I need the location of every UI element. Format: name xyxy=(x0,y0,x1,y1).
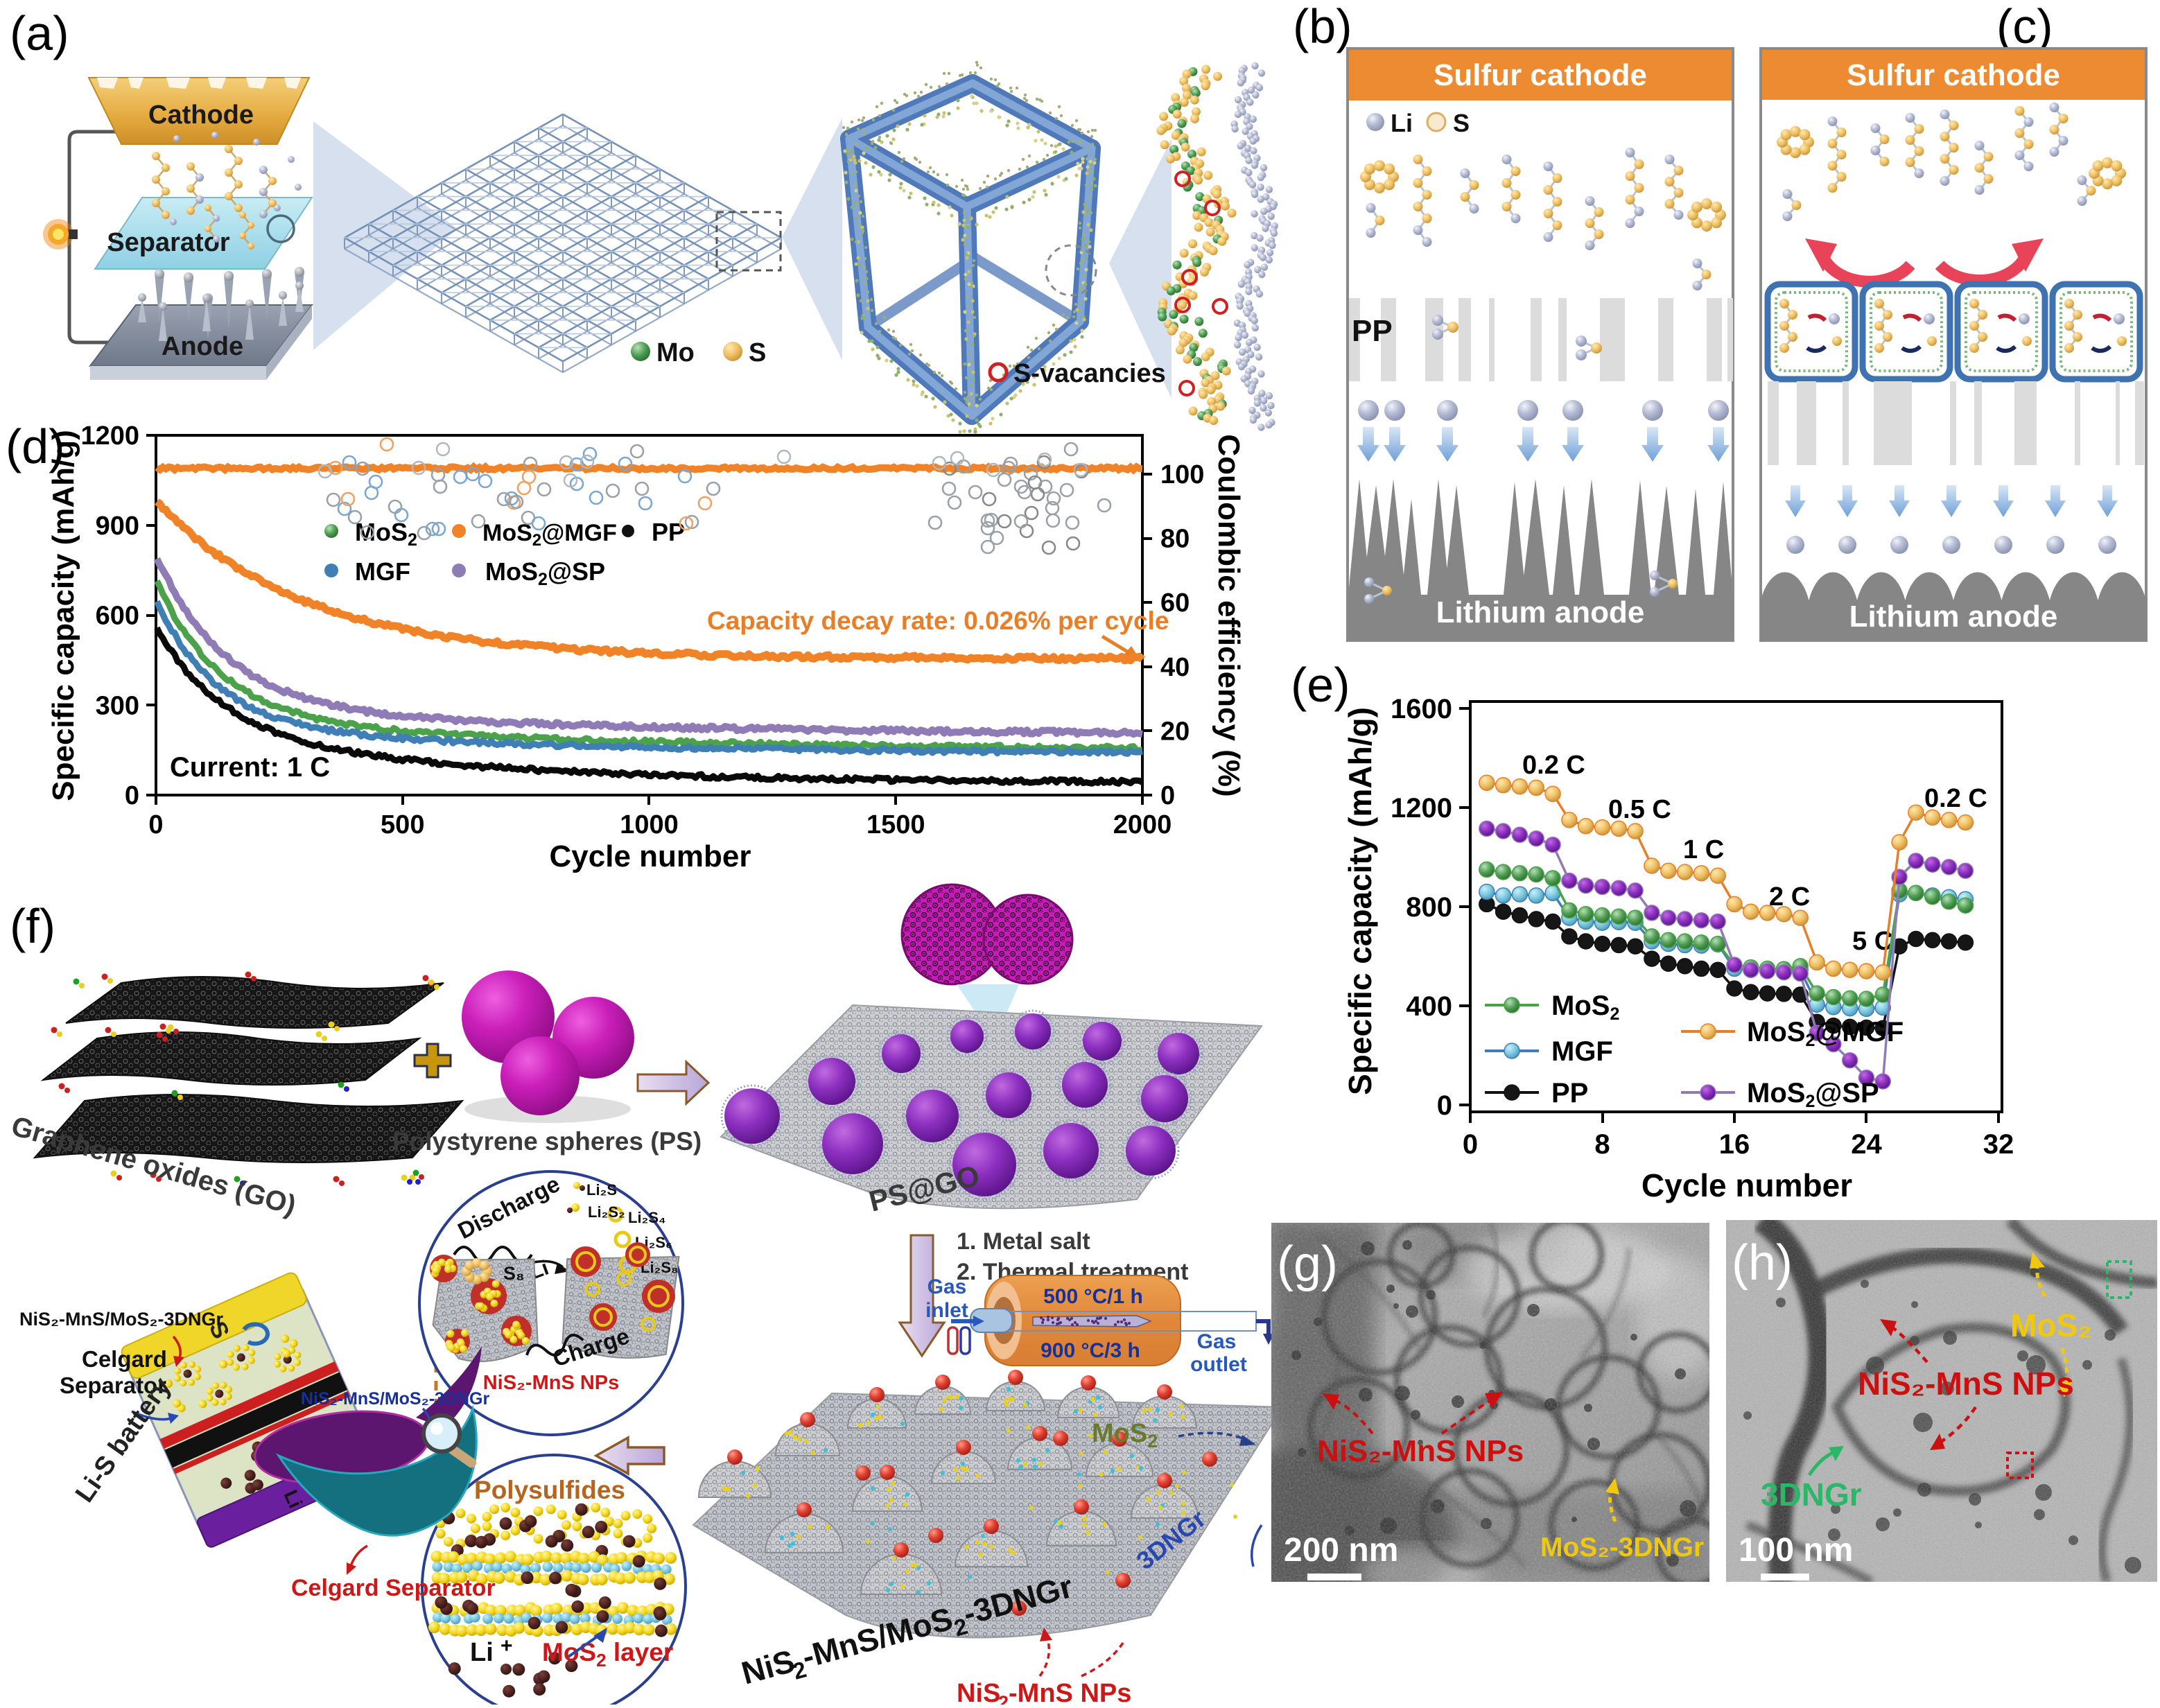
svg-text:Li₂S: Li₂S xyxy=(586,1181,617,1199)
svg-text:0: 0 xyxy=(1463,1129,1478,1160)
svg-text:0.2 C: 0.2 C xyxy=(1522,751,1585,780)
svg-text:PP: PP xyxy=(1352,314,1393,348)
svg-text:(h): (h) xyxy=(1732,1235,1793,1291)
svg-text:Celgard Separator: Celgard Separator xyxy=(291,1575,496,1601)
svg-text:NiS₂-MnS NPs: NiS₂-MnS NPs xyxy=(483,1372,620,1394)
svg-text:(g): (g) xyxy=(1277,1237,1338,1292)
svg-text:inlet: inlet xyxy=(925,1299,968,1322)
svg-text:0.5 C: 0.5 C xyxy=(1608,795,1671,824)
svg-text:outlet: outlet xyxy=(1190,1353,1247,1376)
svg-text:8: 8 xyxy=(1594,1129,1610,1160)
svg-text:Mo: Mo xyxy=(656,338,695,367)
svg-text:100: 100 xyxy=(1160,460,1204,489)
svg-text:800: 800 xyxy=(1406,892,1452,923)
svg-text:500: 500 xyxy=(381,810,424,839)
svg-text:(c): (c) xyxy=(1996,0,2053,53)
svg-text:Sulfur cathode: Sulfur cathode xyxy=(1434,58,1647,92)
svg-text:Capacity decay rate: 0.026% p: Capacity decay rate: 0.026% per cycle xyxy=(707,607,1169,635)
svg-text:1. Metal salt: 1. Metal salt xyxy=(957,1228,1090,1255)
svg-text:MGF: MGF xyxy=(1551,1036,1613,1067)
svg-text:Separator: Separator xyxy=(107,228,230,257)
svg-text:Li₂S₂: Li₂S₂ xyxy=(588,1203,625,1221)
svg-text:MoS2: MoS2 xyxy=(1092,1419,1158,1452)
svg-text:Celgard: Celgard xyxy=(82,1346,167,1372)
svg-text:Lithium anode: Lithium anode xyxy=(1436,595,1645,629)
svg-text:3DNGr: 3DNGr xyxy=(1761,1476,1862,1513)
svg-text:PP: PP xyxy=(1551,1078,1588,1108)
svg-text:(e): (e) xyxy=(1291,658,1350,712)
svg-text:60: 60 xyxy=(1160,589,1190,618)
svg-text:Separator: Separator xyxy=(60,1372,166,1398)
svg-text:MoS2: MoS2 xyxy=(355,518,417,550)
svg-text:0: 0 xyxy=(125,781,139,810)
svg-text:S-vacancies: S-vacancies xyxy=(1013,359,1166,388)
svg-text:Li: Li xyxy=(1391,109,1413,137)
svg-text:Anode: Anode xyxy=(162,332,243,361)
svg-text:Polysulfides: Polysulfides xyxy=(474,1476,625,1504)
svg-text:2 C: 2 C xyxy=(1769,882,1810,912)
svg-text:(d): (d) xyxy=(6,419,65,473)
svg-text:600: 600 xyxy=(96,602,139,631)
svg-text:1600: 1600 xyxy=(1391,694,1452,724)
svg-text:0: 0 xyxy=(148,810,163,839)
svg-text:0: 0 xyxy=(1160,781,1175,810)
svg-text:Specific capacity (mAh/g): Specific capacity (mAh/g) xyxy=(46,430,80,801)
svg-text:Cathode: Cathode xyxy=(148,101,254,130)
svg-text:NiS: NiS xyxy=(957,1679,1000,1705)
svg-text:2-MnS NPs: 2-MnS NPs xyxy=(998,1679,1131,1705)
svg-text:24: 24 xyxy=(1851,1129,1882,1160)
svg-text:300: 300 xyxy=(96,691,139,720)
svg-text:Gas: Gas xyxy=(1197,1330,1237,1353)
svg-text:Sulfur cathode: Sulfur cathode xyxy=(1847,58,2060,92)
svg-text:1200: 1200 xyxy=(80,421,139,451)
svg-text:0: 0 xyxy=(1437,1090,1452,1121)
svg-text:Polystyrene spheres (PS): Polystyrene spheres (PS) xyxy=(392,1127,702,1156)
svg-text:Specific capacity (mAh/g): Specific capacity (mAh/g) xyxy=(1342,707,1378,1095)
svg-text:NiS₂-MnS NPs: NiS₂-MnS NPs xyxy=(1858,1366,2074,1402)
svg-text:2000: 2000 xyxy=(1113,810,1172,839)
svg-text:Lithium anode: Lithium anode xyxy=(1849,600,2058,634)
svg-text:MoS2@MGF: MoS2@MGF xyxy=(1747,1017,1904,1050)
svg-text:(f): (f) xyxy=(10,899,55,953)
svg-text:NiS₂-MnS/MoS₂-3DNGr: NiS₂-MnS/MoS₂-3DNGr xyxy=(301,1389,489,1409)
svg-text:32: 32 xyxy=(1983,1129,2014,1160)
svg-text:NiS₂-MnS/MoS₂-3DNGr: NiS₂-MnS/MoS₂-3DNGr xyxy=(19,1309,223,1330)
svg-text:Cycle number: Cycle number xyxy=(550,839,751,873)
svg-text:900: 900 xyxy=(96,512,139,541)
svg-text:NiS₂-MnS NPs: NiS₂-MnS NPs xyxy=(1317,1434,1524,1468)
svg-text:S₈: S₈ xyxy=(503,1263,525,1284)
svg-text:1500: 1500 xyxy=(866,810,925,839)
svg-text:400: 400 xyxy=(1406,991,1452,1022)
svg-text:0.2 C: 0.2 C xyxy=(1924,784,1987,813)
svg-text:900 °C/3 h: 900 °C/3 h xyxy=(1040,1339,1140,1362)
svg-text:(a): (a) xyxy=(10,6,69,60)
svg-text:S: S xyxy=(749,338,766,367)
svg-text:+: + xyxy=(500,1635,513,1657)
svg-text:MoS2: MoS2 xyxy=(1551,991,1619,1024)
svg-text:(b): (b) xyxy=(1293,0,1352,53)
svg-text:200 nm: 200 nm xyxy=(1284,1532,1398,1569)
svg-text:Current: 1 C: Current: 1 C xyxy=(170,752,330,783)
svg-text:80: 80 xyxy=(1160,525,1190,554)
svg-text:Li: Li xyxy=(470,1638,494,1667)
svg-text:MoS2@MGF: MoS2@MGF xyxy=(482,520,617,550)
svg-text:1200: 1200 xyxy=(1391,793,1452,824)
svg-text:1000: 1000 xyxy=(620,810,679,839)
svg-text:40: 40 xyxy=(1160,653,1190,682)
svg-text:MoS₂: MoS₂ xyxy=(2010,1307,2092,1343)
svg-text:Coulombic efficiency (%): Coulombic efficiency (%) xyxy=(1212,434,1246,796)
svg-text:MGF: MGF xyxy=(355,557,410,586)
svg-text:MoS2 layer: MoS2 layer xyxy=(542,1638,673,1671)
svg-text:1 C: 1 C xyxy=(1683,835,1724,864)
svg-text:100 nm: 100 nm xyxy=(1739,1532,1853,1569)
svg-text:20: 20 xyxy=(1160,717,1190,746)
svg-text:S: S xyxy=(1453,109,1470,137)
svg-text:16: 16 xyxy=(1719,1129,1750,1160)
svg-text:Gas: Gas xyxy=(927,1275,967,1298)
svg-text:500 °C/1 h: 500 °C/1 h xyxy=(1043,1285,1143,1308)
svg-text:MoS₂-3DNGr: MoS₂-3DNGr xyxy=(1540,1533,1704,1562)
svg-text:Li₂S₄: Li₂S₄ xyxy=(628,1209,665,1226)
svg-text:Cycle number: Cycle number xyxy=(1641,1167,1852,1203)
